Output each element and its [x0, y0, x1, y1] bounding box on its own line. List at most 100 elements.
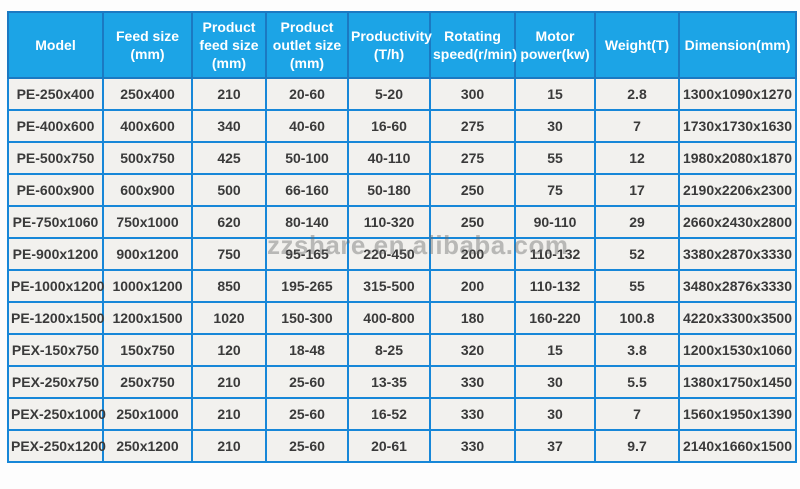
value-cell: 25-60: [265, 429, 349, 463]
value-cell: 3.8: [594, 333, 680, 367]
value-cell: 100.8: [594, 301, 680, 335]
model-cell: PE-250x400: [7, 77, 104, 111]
value-cell: 40-110: [347, 141, 431, 175]
value-cell: 850: [191, 269, 267, 303]
value-cell: 75: [514, 173, 596, 207]
value-cell: 1200x1500: [102, 301, 193, 335]
value-cell: 50-180: [347, 173, 431, 207]
value-cell: 20-61: [347, 429, 431, 463]
column-header-0: Model: [7, 11, 104, 79]
column-header-7: Weight(T): [594, 11, 680, 79]
model-cell: PEX-250x1200: [7, 429, 106, 463]
value-cell: 15: [514, 77, 596, 111]
value-cell: 7: [594, 109, 680, 143]
value-cell: 1200x1530x1060: [678, 333, 797, 367]
value-cell: 2190x2206x2300: [678, 173, 797, 207]
value-cell: 340: [191, 109, 267, 143]
value-cell: 500: [191, 173, 267, 207]
table-row: PEX-250x750 250x750 210 25-60 13-35 330 30 5.5 1…: [7, 365, 797, 399]
table-row: PE-1200x1500 1200x1500 1020 150-300 400-800 1…: [7, 301, 797, 335]
value-cell: 250x1000: [102, 397, 193, 431]
value-cell: 2140x1660x1500: [678, 429, 797, 463]
table-row: PE-500x750 500x750 425 50-100 40-110 275 55 12 1…: [7, 141, 797, 175]
header-row: Model Feed size (mm) Product feed size (mm…: [7, 11, 797, 79]
value-cell: 1380x1750x1450: [678, 365, 797, 399]
table-row: PEX-150x750 150x750 120 18-48 8-25 320 15 3.8 12…: [7, 333, 797, 367]
value-cell: 3480x2876x3330: [678, 269, 797, 303]
value-cell: 900x1200: [102, 237, 193, 271]
value-cell: 210: [191, 397, 267, 431]
value-cell: 750: [191, 237, 267, 271]
value-cell: 750x1000: [102, 205, 193, 239]
value-cell: 330: [429, 365, 516, 399]
value-cell: 300: [429, 77, 516, 111]
value-cell: 150-300: [265, 301, 349, 335]
column-header-3: Product outlet size (mm): [265, 11, 349, 79]
value-cell: 620: [191, 205, 267, 239]
value-cell: 5.5: [594, 365, 680, 399]
value-cell: 195-265: [265, 269, 349, 303]
value-cell: 13-35: [347, 365, 431, 399]
value-cell: 210: [191, 365, 267, 399]
value-cell: 2.8: [594, 77, 680, 111]
value-cell: 29: [594, 205, 680, 239]
value-cell: 3380x2870x3330: [678, 237, 797, 271]
value-cell: 30: [514, 397, 596, 431]
value-cell: 90-110: [514, 205, 596, 239]
column-header-6: Motor power(kw): [514, 11, 596, 79]
value-cell: 1980x2080x1870: [678, 141, 797, 175]
value-cell: 400x600: [102, 109, 193, 143]
value-cell: 12: [594, 141, 680, 175]
table-row: PE-250x400 250x400 210 20-60 5-20 300 15 2.8 130…: [7, 77, 797, 111]
value-cell: 315-500: [347, 269, 431, 303]
model-cell: PE-500x750: [7, 141, 104, 175]
value-cell: 425: [191, 141, 267, 175]
value-cell: 1300x1090x1270: [678, 77, 797, 111]
value-cell: 110-132: [514, 237, 596, 271]
value-cell: 9.7: [594, 429, 680, 463]
value-cell: 110-320: [347, 205, 431, 239]
model-cell: PE-750x1060: [7, 205, 104, 239]
table-row: PE-750x1060 750x1000 620 80-140 110-320 250 90…: [7, 205, 797, 239]
value-cell: 52: [594, 237, 680, 271]
table-row: PE-600x900 600x900 500 66-160 50-180 250 75 17 2…: [7, 173, 797, 207]
value-cell: 330: [429, 429, 516, 463]
value-cell: 7: [594, 397, 680, 431]
column-header-1: Feed size (mm): [102, 11, 193, 79]
value-cell: 15: [514, 333, 596, 367]
value-cell: 250x400: [102, 77, 193, 111]
value-cell: 30: [514, 365, 596, 399]
value-cell: 600x900: [102, 173, 193, 207]
value-cell: 210: [191, 77, 267, 111]
table-row: PEX-250x1200 250x1200 210 25-60 20-61 330 37 9.…: [7, 429, 797, 463]
model-cell: PEX-250x1000: [7, 397, 106, 431]
value-cell: 250x1200: [102, 429, 193, 463]
value-cell: 55: [514, 141, 596, 175]
value-cell: 400-800: [347, 301, 431, 335]
value-cell: 1020: [191, 301, 267, 335]
value-cell: 17: [594, 173, 680, 207]
value-cell: 80-140: [265, 205, 349, 239]
value-cell: 1000x1200: [102, 269, 193, 303]
value-cell: 37: [514, 429, 596, 463]
column-header-5: Rotating speed(r/min): [429, 11, 517, 79]
table-row: PE-900x1200 900x1200 750 95-165 220-450 200 11…: [7, 237, 797, 271]
value-cell: 160-220: [514, 301, 596, 335]
value-cell: 25-60: [265, 365, 349, 399]
value-cell: 50-100: [265, 141, 349, 175]
value-cell: 250: [429, 173, 516, 207]
table-row: PEX-250x1000 250x1000 210 25-60 16-52 330 30 7 1…: [7, 397, 797, 431]
value-cell: 18-48: [265, 333, 349, 367]
spec-table: Model Feed size (mm) Product feed size (mm…: [7, 11, 797, 463]
value-cell: 95-165: [265, 237, 349, 271]
table-row: PE-1000x1200 1000x1200 850 195-265 315-500 20…: [7, 269, 797, 303]
value-cell: 120: [191, 333, 267, 367]
value-cell: 220-450: [347, 237, 431, 271]
value-cell: 8-25: [347, 333, 431, 367]
value-cell: 275: [429, 141, 516, 175]
value-cell: 55: [594, 269, 680, 303]
column-header-2: Product feed size (mm): [191, 11, 267, 79]
model-cell: PE-1200x1500: [7, 301, 104, 335]
value-cell: 320: [429, 333, 516, 367]
